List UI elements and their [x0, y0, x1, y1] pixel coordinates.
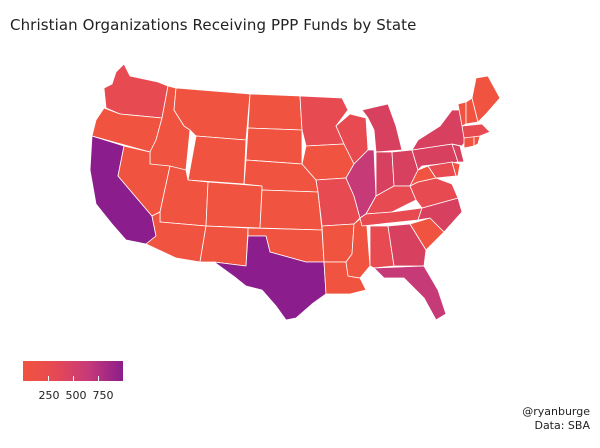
state-ks — [259, 189, 323, 231]
legend-tick-label: 750 — [92, 389, 114, 402]
legend-tick-labels: 250 500 750 — [23, 389, 133, 403]
state-co — [205, 181, 263, 229]
state-ri — [473, 135, 481, 147]
author-handle: @ryanburge — [522, 405, 590, 418]
state-wa — [103, 63, 169, 119]
credit-block: @ryanburge Data: SBA — [522, 405, 590, 433]
state-ar — [321, 223, 355, 263]
state-me — [471, 75, 501, 123]
state-sd — [245, 127, 303, 165]
state-ny — [411, 109, 469, 151]
legend-gradient-bar — [23, 361, 123, 381]
state-wy — [187, 135, 247, 185]
state-de — [451, 161, 461, 177]
state-nm — [199, 225, 249, 267]
legend-tick-mark — [98, 376, 99, 381]
legend-tick-label: 500 — [65, 389, 87, 402]
color-legend: 250 500 750 — [23, 361, 123, 402]
map-title: Christian Organizations Receiving PPP Fu… — [10, 16, 417, 34]
state-fl — [373, 265, 447, 321]
legend-tick-mark — [73, 376, 74, 381]
state-mn — [299, 95, 349, 147]
state-al — [369, 225, 395, 269]
state-nd — [247, 93, 303, 131]
state-ga — [387, 223, 427, 267]
state-ma — [461, 123, 491, 139]
data-source: Data: SBA — [534, 419, 590, 432]
legend-tick-label: 250 — [38, 389, 60, 402]
legend-tick-mark — [48, 376, 49, 381]
state-mi — [361, 103, 403, 153]
state-tx — [213, 235, 327, 321]
